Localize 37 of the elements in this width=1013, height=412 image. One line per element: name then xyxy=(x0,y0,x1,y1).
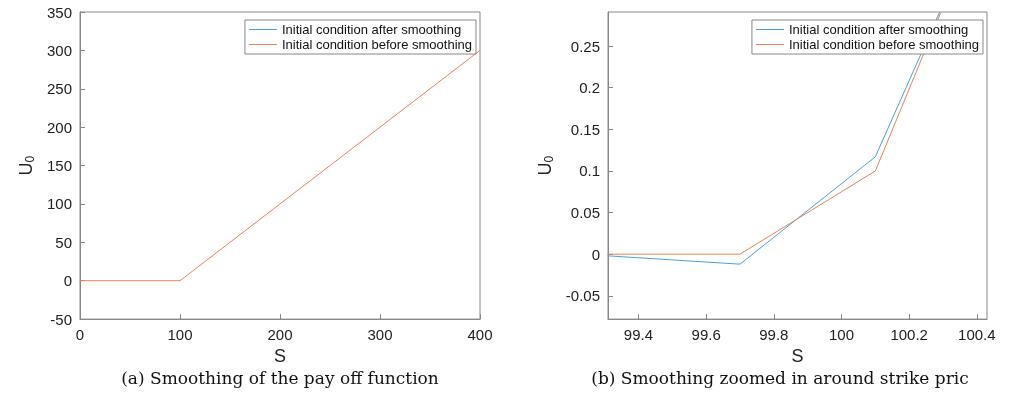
x-tick-label: 99.8 xyxy=(759,326,789,344)
y-tick-label: 0.1 xyxy=(579,162,600,180)
y-tick-label: 350 xyxy=(46,3,72,21)
legend-label: Initial condition after smoothing xyxy=(788,22,969,37)
x-tick-label: 99.6 xyxy=(691,326,721,344)
x-axis-title: S xyxy=(791,346,804,366)
x-tick-label: 100.4 xyxy=(958,326,996,344)
y-tick-label: 50 xyxy=(55,233,72,251)
y-tick-label: -50 xyxy=(50,310,72,328)
y-tick-label: 0 xyxy=(63,272,72,290)
legend-label: Initial condition after smoothing xyxy=(281,22,462,37)
x-tick-label: 100 xyxy=(167,326,193,344)
y-tick-label: 0.05 xyxy=(570,204,600,222)
y-tick-label: 150 xyxy=(46,157,72,175)
y-tick-label: -0.05 xyxy=(565,287,600,305)
y-tick-label: 0.25 xyxy=(570,37,600,55)
legend-label: Initial condition before smoothing xyxy=(281,37,472,52)
x-tick-label: 100.2 xyxy=(890,326,928,344)
legend-label: Initial condition before smoothing xyxy=(788,37,979,52)
x-tick-label: 99.4 xyxy=(623,326,654,344)
text: (a) Smoothing of the pay off function xyxy=(120,368,440,388)
x-tick-label: 0 xyxy=(75,326,85,344)
y-tick-label: 300 xyxy=(46,41,72,59)
x-tick-label: 100 xyxy=(828,326,855,344)
x-tick-label: 300 xyxy=(367,326,393,344)
y-tick-label: 0.15 xyxy=(570,120,600,138)
text: (b) Smoothing zoomed in around strike pric xyxy=(590,368,970,388)
y-axis-title: U0 xyxy=(16,155,38,176)
y-tick-label: 250 xyxy=(46,80,72,98)
y-tick-label: 200 xyxy=(46,118,72,136)
y-tick-label: 0 xyxy=(591,245,600,263)
x-tick-label: 400 xyxy=(467,326,493,344)
x-tick-label: 200 xyxy=(267,326,293,344)
y-tick-label: 100 xyxy=(46,195,72,213)
x-axis-title: S xyxy=(273,346,287,366)
y-axis-title: U0 xyxy=(534,155,556,176)
y-tick-label: 0.2 xyxy=(579,79,600,97)
